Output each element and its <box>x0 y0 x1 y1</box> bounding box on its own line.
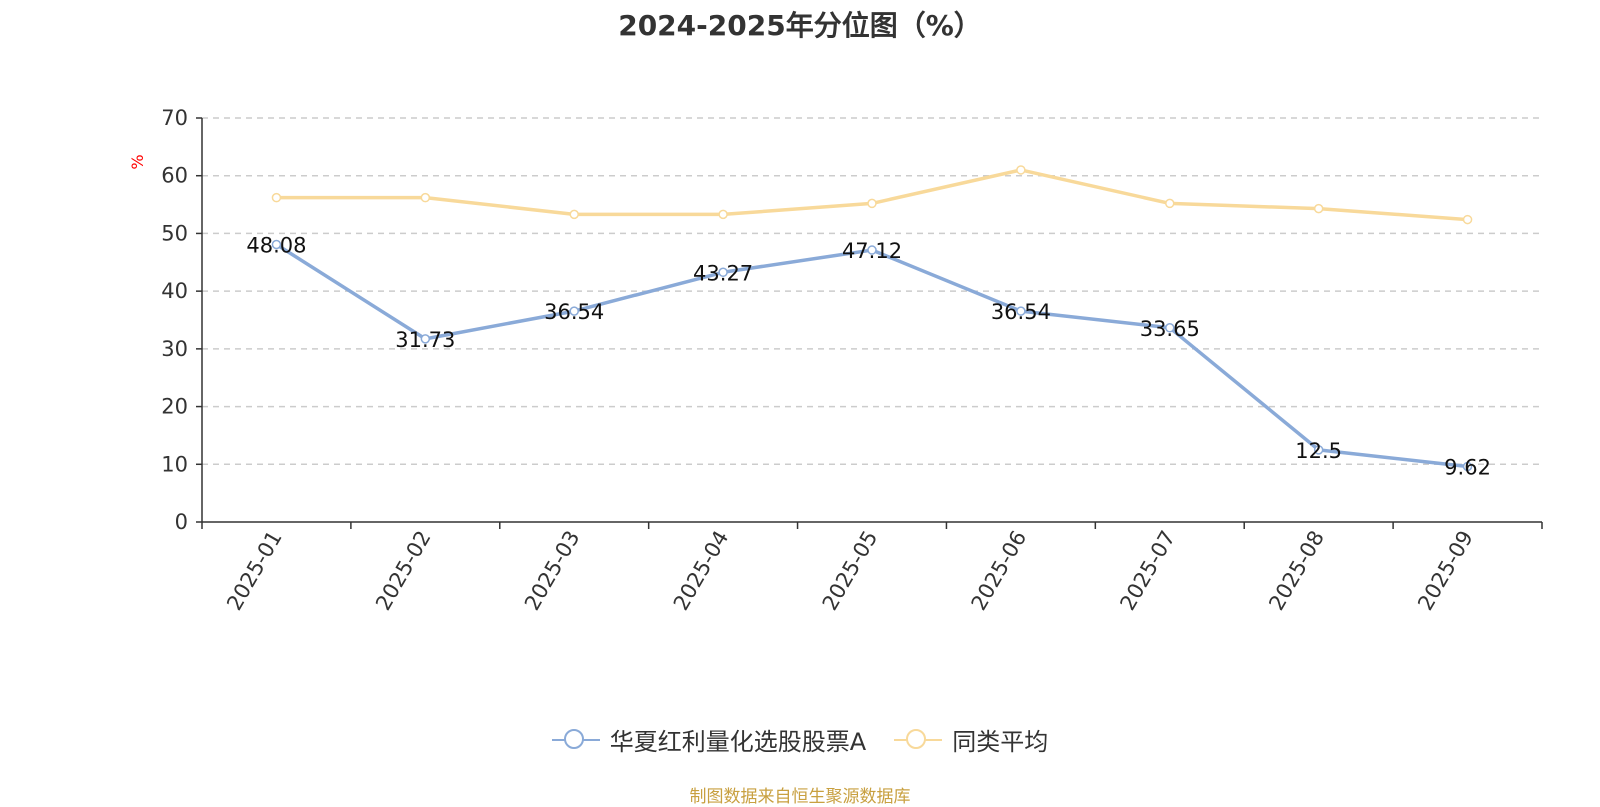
data-label: 47.12 <box>842 239 902 263</box>
data-label: 33.65 <box>1140 317 1200 341</box>
legend-line-icon <box>551 728 600 752</box>
series-layer <box>271 165 1473 472</box>
data-point <box>569 209 579 220</box>
series-line-1 <box>275 243 1468 469</box>
x-tick-label: 2025-05 <box>818 527 883 615</box>
y-tick-label: 20 <box>161 395 188 419</box>
y-tick-label: 40 <box>161 279 188 303</box>
legend-item-series-2[interactable]: 同类平均 <box>894 722 1048 757</box>
series-line-2 <box>276 168 1468 222</box>
data-point <box>718 209 728 220</box>
data-label: 36.54 <box>991 300 1051 324</box>
data-point <box>1016 165 1026 175</box>
data-point <box>271 239 282 250</box>
data-point <box>1462 461 1473 472</box>
x-tick-label: 2025-08 <box>1264 527 1329 615</box>
x-tick-label: 2025-07 <box>1115 527 1180 615</box>
data-label: 48.08 <box>246 234 306 258</box>
data-point <box>1165 198 1175 209</box>
data-point <box>569 306 579 316</box>
y-tick-label: 70 <box>161 106 188 130</box>
data-point <box>718 267 728 278</box>
data-point <box>1462 214 1473 225</box>
data-source-note: 制图数据来自恒生聚源数据库 <box>689 787 911 807</box>
data-point <box>1016 306 1026 316</box>
y-tick-label: 30 <box>161 337 188 361</box>
legend-label: 同类平均 <box>952 728 1049 756</box>
x-tick-label: 2025-04 <box>669 527 734 615</box>
data-label: 31.73 <box>395 328 455 352</box>
data-label: 12.5 <box>1295 439 1342 463</box>
data-point <box>867 198 877 209</box>
data-point <box>420 192 431 203</box>
x-tick-label: 2025-03 <box>520 527 585 615</box>
y-tick-label: 50 <box>161 221 188 245</box>
data-point <box>271 192 282 203</box>
chart-title: 2024-2025年分位图（%） <box>618 9 982 42</box>
axes: 0 10 20 30 40 50 60 70% 2025-01 2025-02 2025-03 202… <box>128 106 1543 615</box>
data-label: 43.27 <box>693 261 753 285</box>
data-label: 9.62 <box>1444 455 1491 479</box>
legend-line-icon <box>894 728 943 752</box>
x-tick-label: 2025-09 <box>1413 527 1478 615</box>
data-point <box>1313 203 1324 214</box>
y-tick-label: 10 <box>161 452 188 476</box>
line-chart: 0 10 20 30 40 50 60 70% 2025-01 2025-02 2025-03 202… <box>128 106 1543 615</box>
x-tick-label: 2025-06 <box>967 527 1032 615</box>
legend-label: 华夏红利量化选股股票A <box>609 728 867 756</box>
x-tick-label: 2025-02 <box>371 527 436 615</box>
y-axis-unit-label: % <box>128 154 147 169</box>
legend: 华夏红利量化选股股票A 同类平均 <box>0 722 1600 757</box>
legend-item-series-1[interactable]: 华夏红利量化选股股票A <box>551 722 867 757</box>
grid-lines <box>202 117 1542 466</box>
y-tick-label: 0 <box>175 510 188 534</box>
data-point <box>1165 323 1175 333</box>
data-point <box>1313 445 1324 455</box>
data-labels: 48.08 31.73 36.54 43.27 47.12 36.54 33.65 12.5 9… <box>246 234 1491 480</box>
data-point <box>420 334 431 344</box>
data-point <box>867 245 877 255</box>
x-tick-label: 2025-01 <box>222 527 287 615</box>
data-label: 36.54 <box>544 300 604 324</box>
y-tick-label: 60 <box>161 164 188 188</box>
